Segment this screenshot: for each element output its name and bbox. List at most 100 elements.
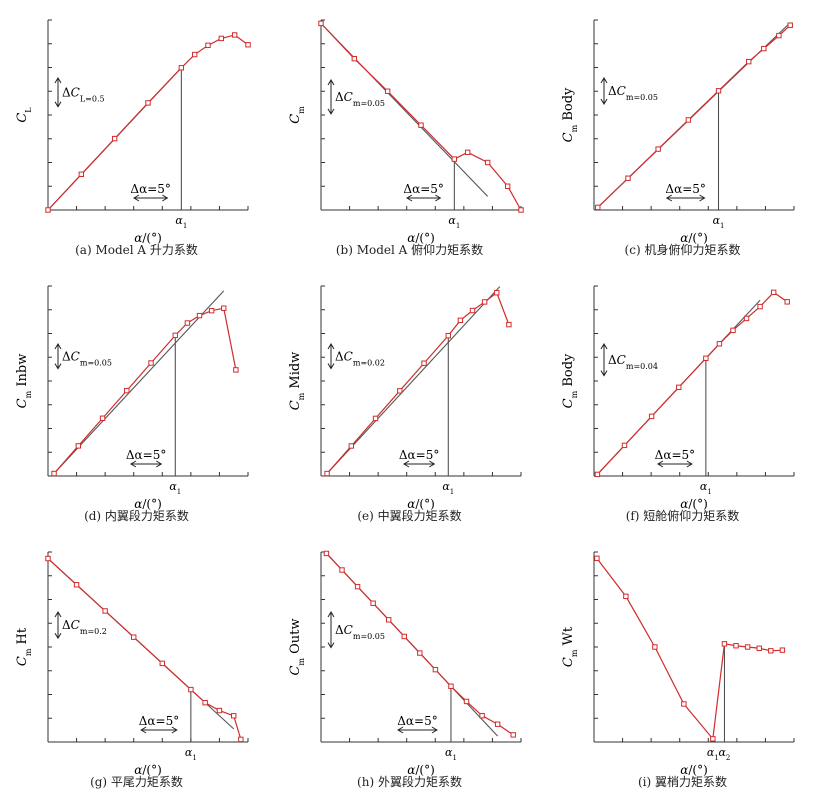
chart-panel: Cm α/(°) α1 ΔCm=0.05 Δα=5° (b) Model A 俯仰力矩系数 xyxy=(273,0,546,266)
x-axis-label: α/(°) xyxy=(134,763,162,777)
data-point xyxy=(594,555,600,562)
alpha-tick-label: α1 xyxy=(175,214,187,230)
data-point xyxy=(188,686,194,693)
y-axis-label: Cm Midw xyxy=(288,352,306,411)
data-point xyxy=(370,600,376,606)
alpha-scale-label: Δα=5° xyxy=(139,714,179,728)
trend-line xyxy=(53,290,225,474)
data-point xyxy=(761,45,767,52)
data-point xyxy=(625,175,631,181)
chart-svg: Cm Midw α/(°) α1 ΔCm=0.02 Δα=5° xyxy=(288,285,522,511)
data-point xyxy=(384,88,391,94)
delta-scale-arrow-down xyxy=(54,101,62,108)
delta-scale-label: ΔCm=0.2 xyxy=(62,618,107,636)
data-point xyxy=(464,149,471,156)
data-point xyxy=(787,22,793,28)
data-point xyxy=(218,35,225,42)
data-point xyxy=(401,633,407,640)
alpha-tick-label: α1 xyxy=(169,480,181,496)
x-axis-label: α/(°) xyxy=(680,231,708,245)
data-point xyxy=(148,360,154,366)
data-point xyxy=(594,471,601,478)
alpha-tick-label: α1 xyxy=(713,214,725,230)
data-point xyxy=(417,650,423,656)
y-axis-label: Cm Ht xyxy=(15,627,33,666)
alpha-tick-label: α1 xyxy=(185,746,197,762)
data-point xyxy=(494,290,500,296)
data-point xyxy=(184,320,191,326)
data-point xyxy=(421,360,427,366)
alpha-scale-label: Δα=5° xyxy=(130,182,170,196)
delta-scale-arrow-down xyxy=(327,363,335,370)
data-point xyxy=(45,555,51,562)
data-point xyxy=(372,415,379,422)
alpha-scale-arrow-left xyxy=(397,726,404,734)
chart-caption: (a) Model A 升力系数 xyxy=(75,243,198,257)
data-point xyxy=(216,707,223,714)
data-point xyxy=(178,65,185,71)
alpha-scale-label: Δα=5° xyxy=(399,448,439,462)
data-point xyxy=(744,644,751,650)
data-point xyxy=(710,736,716,742)
alpha-scale-label: Δα=5° xyxy=(397,714,437,728)
delta-scale-label: ΔCm=0.04 xyxy=(608,353,658,371)
data-point xyxy=(730,327,736,334)
alpha-scale-arrow-right xyxy=(429,460,436,468)
delta-scale-arrow-up xyxy=(327,611,335,618)
delta-scale-arrow-up xyxy=(600,77,608,84)
delta-scale-arrow-up xyxy=(54,77,62,84)
alpha-scale-arrow-left xyxy=(402,460,410,468)
y-axis-label: CL xyxy=(15,107,33,123)
data-point xyxy=(448,683,454,689)
data-point xyxy=(99,415,106,421)
data-point xyxy=(418,122,424,128)
delta-scale-arrow-down xyxy=(327,642,335,649)
chart-panel: Cm Midw α/(°) α1 ΔCm=0.02 Δα=5° (e) 中翼段力矩系数 xyxy=(273,266,546,532)
series-line xyxy=(326,553,514,736)
data-point xyxy=(238,736,244,743)
data-point xyxy=(721,641,728,647)
alpha-tick-label: α1 xyxy=(700,480,712,496)
data-point xyxy=(676,384,682,391)
data-point xyxy=(131,634,137,640)
data-point xyxy=(484,159,491,166)
alpha-scale-arrow-right xyxy=(435,194,442,202)
data-point xyxy=(481,299,488,305)
data-point xyxy=(504,183,511,189)
data-point xyxy=(652,644,658,650)
data-point xyxy=(324,470,330,477)
delta-scale-label: ΔCm=0.02 xyxy=(335,349,385,367)
x-axis-label: α/(°) xyxy=(134,231,162,245)
x-axis-label: α/(°) xyxy=(680,763,708,777)
data-point xyxy=(457,317,464,324)
chart-caption: (b) Model A 俯仰力矩系数 xyxy=(335,243,484,257)
data-point xyxy=(111,135,118,142)
data-point xyxy=(351,55,358,62)
alpha-tick-label: α1 xyxy=(442,480,454,496)
chart-caption: (c) 机身俯仰力矩系数 xyxy=(624,243,741,257)
alpha-scale-arrow-right xyxy=(162,194,169,202)
alpha-scale-label: Δα=5° xyxy=(403,182,443,196)
data-point xyxy=(623,593,629,600)
alpha-scale-arrow-right xyxy=(171,726,178,734)
data-point xyxy=(318,20,324,27)
x-axis-label: α/(°) xyxy=(680,497,708,511)
chart-svg: Cm Ht α/(°) α1 ΔCm=0.2 Δα=5° xyxy=(15,551,249,777)
delta-scale-arrow-down xyxy=(54,632,62,640)
data-point xyxy=(397,388,403,394)
chart-panel: Cm Body α/(°) α1 ΔCm=0.04 Δα=5° (f) 短舱俯仰力矩系数 xyxy=(546,266,819,532)
data-point xyxy=(776,32,782,39)
data-point xyxy=(715,88,722,94)
data-point xyxy=(339,567,345,573)
data-point xyxy=(681,701,687,707)
alpha-scale-label: Δα=5° xyxy=(126,448,166,462)
chart-panel: Cm Wt α/(°) α1 α2 (i) 翼梢力矩系数 xyxy=(546,532,819,798)
delta-scale-arrow-down xyxy=(600,370,608,377)
chart-panel: Cm Inbw α/(°) α1 ΔCm=0.05 Δα=5° (d) 内翼段力矩系数 xyxy=(0,266,273,532)
chart-caption: (i) 翼梢力矩系数 xyxy=(637,775,728,789)
delta-scale-arrow-down xyxy=(327,108,335,115)
alpha-scale-arrow-right xyxy=(431,726,438,734)
data-point xyxy=(445,332,451,339)
data-point xyxy=(451,156,458,162)
delta-scale-arrow-up xyxy=(600,343,608,350)
